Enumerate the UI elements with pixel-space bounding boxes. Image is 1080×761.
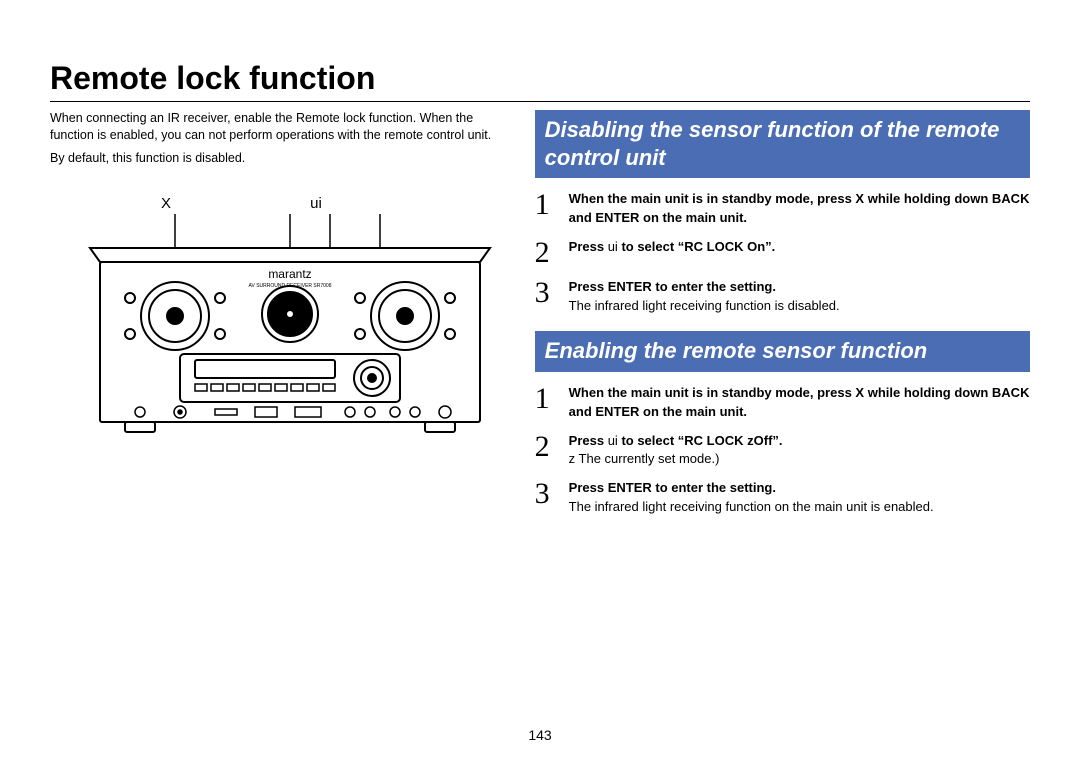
enable-step-3: 3 Press ENTER to enter the setting. The … — [535, 477, 1030, 517]
step-text: Press ENTER to enter the setting. — [569, 479, 934, 498]
step-text-plain: ui — [608, 239, 618, 254]
step-number: 3 — [535, 276, 569, 308]
step-text: Press ENTER to enter the setting. — [569, 278, 840, 297]
receiver-illustration: marantz AV SURROUND RECEIVER SR7008 — [50, 214, 511, 449]
page-number: 143 — [0, 727, 1080, 743]
enable-step-2: 2 Press ui to select “RC LOCK zOff”. z T… — [535, 430, 1030, 470]
left-column: When connecting an IR receiver, enable t… — [50, 110, 511, 525]
intro-p2: By default, this function is disabled. — [50, 150, 511, 167]
disable-step-3: 3 Press ENTER to enter the setting. The … — [535, 276, 1030, 316]
step-number: 1 — [535, 188, 569, 220]
brand-label: marantz — [268, 267, 311, 281]
intro-p1: When connecting an IR receiver, enable t… — [50, 110, 511, 144]
step-subtext: The infrared light receiving function is… — [569, 297, 840, 316]
step-text-pre: Press — [569, 239, 608, 254]
step-text-post: to select “RC LOCK On”. — [618, 239, 775, 254]
step-text-post: to select “RC LOCK zOff”. — [618, 433, 783, 448]
step-text-pre: Press — [569, 433, 608, 448]
step-subtext: The infrared light receiving function on… — [569, 498, 934, 517]
step-text: When the main unit is in standby mode, p… — [569, 385, 1030, 419]
title-rule — [50, 101, 1030, 102]
receiver-svg: marantz AV SURROUND RECEIVER SR7008 — [80, 214, 500, 444]
step-text-plain: ui — [608, 433, 618, 448]
content-columns: When connecting an IR receiver, enable t… — [50, 110, 1030, 525]
step-number: 2 — [535, 430, 569, 462]
intro-text: When connecting an IR receiver, enable t… — [50, 110, 511, 167]
step-subtext: z The currently set mode.) — [569, 450, 783, 469]
enable-step-1: 1 When the main unit is in standby mode,… — [535, 382, 1030, 422]
enable-heading: Enabling the remote sensor function — [535, 331, 1030, 372]
disable-heading: Disabling the sensor function of the rem… — [535, 110, 1030, 178]
step-text: When the main unit is in standby mode, p… — [569, 191, 1030, 225]
disable-step-1: 1 When the main unit is in standby mode,… — [535, 188, 1030, 228]
right-column: Disabling the sensor function of the rem… — [535, 110, 1030, 525]
step-number: 1 — [535, 382, 569, 414]
illustration-labels: X ui — [50, 195, 511, 212]
label-x: X — [106, 195, 226, 212]
page-title: Remote lock function — [50, 60, 1030, 97]
step-number: 2 — [535, 236, 569, 268]
step-number: 3 — [535, 477, 569, 509]
label-ui: ui — [236, 195, 396, 212]
disable-step-2: 2 Press ui to select “RC LOCK On”. — [535, 236, 1030, 268]
